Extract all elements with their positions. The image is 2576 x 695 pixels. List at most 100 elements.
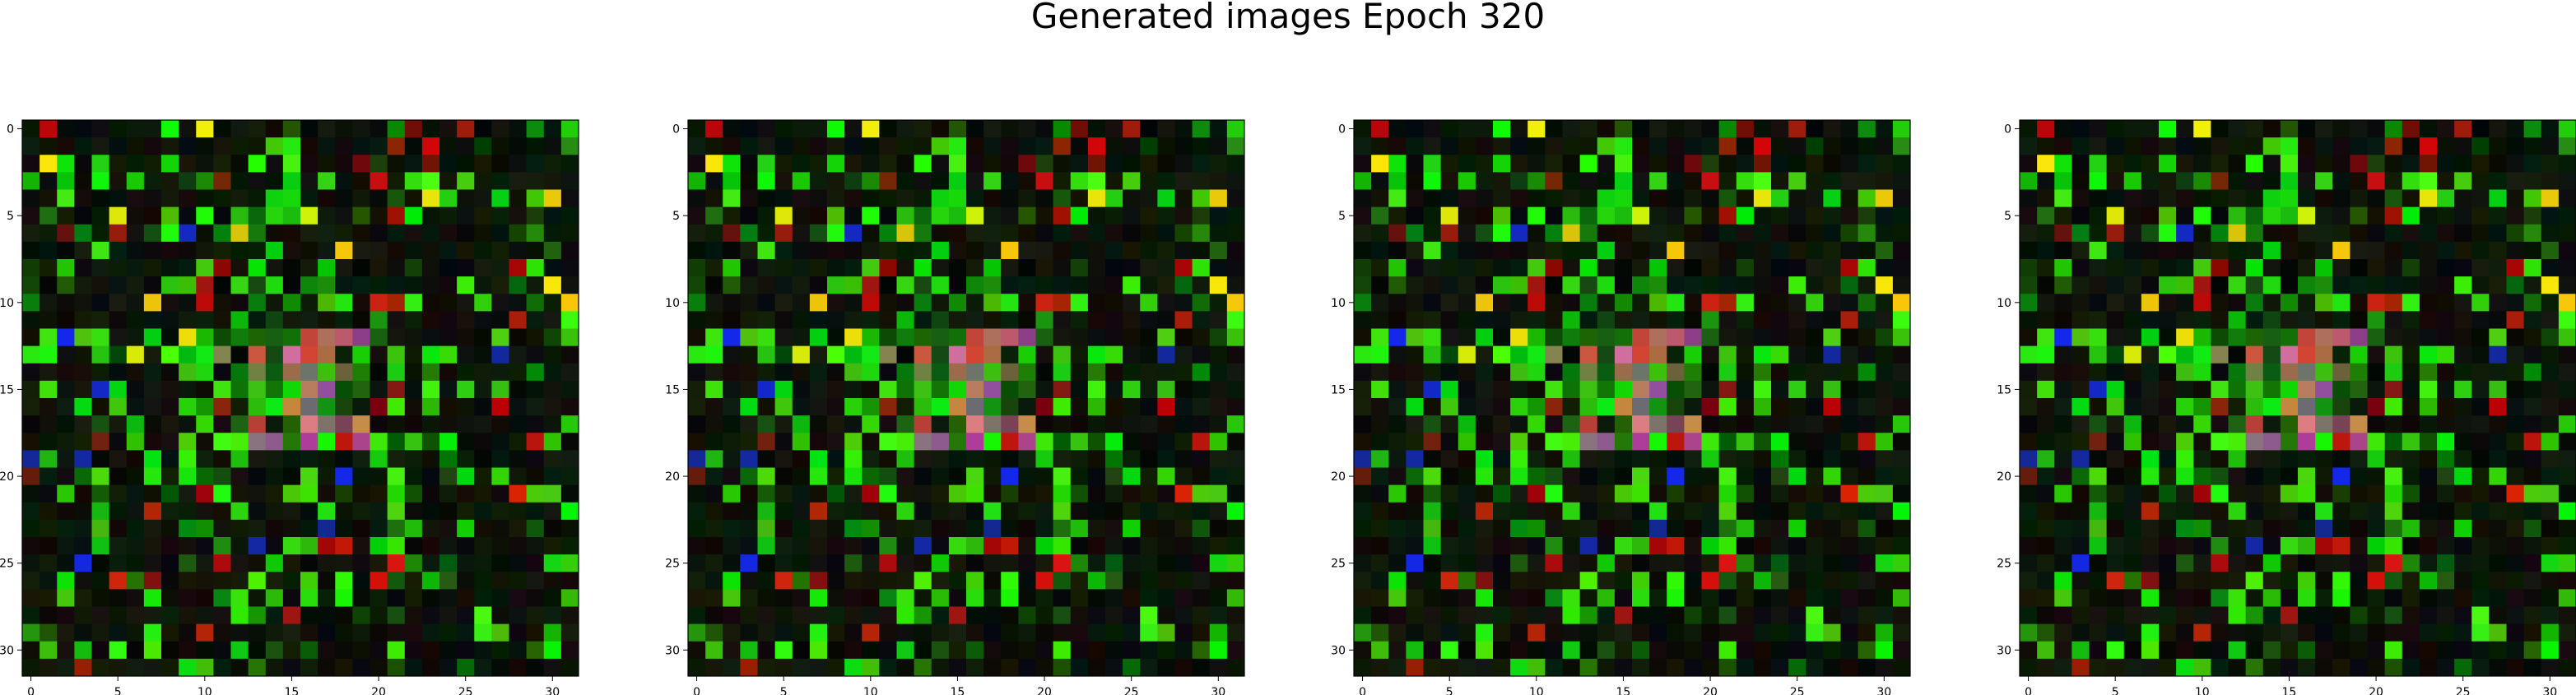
pixel (421, 623, 440, 642)
pixel (109, 155, 128, 173)
pixel (543, 311, 562, 329)
pixel (91, 519, 110, 538)
pixel (2211, 623, 2229, 642)
pixel (2159, 398, 2177, 416)
pixel (2367, 554, 2386, 572)
pixel (230, 328, 249, 347)
pixel (370, 172, 388, 190)
pixel (300, 155, 319, 173)
pixel (2211, 241, 2229, 260)
pixel (196, 120, 214, 138)
pixel (439, 398, 458, 416)
pixel (2262, 345, 2281, 364)
pixel (22, 155, 40, 173)
pixel (282, 554, 301, 572)
pixel (161, 484, 179, 503)
pixel (2558, 641, 2576, 660)
pixel (2489, 328, 2507, 347)
pixel (213, 658, 231, 677)
pixel (2106, 433, 2125, 451)
pixel (2054, 311, 2072, 329)
pixel (2419, 537, 2438, 555)
pixel (2558, 172, 2576, 190)
pixel (2541, 206, 2560, 225)
pixel (2541, 294, 2560, 312)
pixel (126, 311, 145, 329)
pixel (335, 294, 353, 312)
pixel (2402, 224, 2420, 243)
pixel (2454, 415, 2472, 433)
pixel (705, 155, 723, 173)
pixel (1053, 189, 1072, 208)
pixel (1087, 120, 1106, 138)
pixel (2228, 241, 2247, 260)
pixel (2367, 641, 2386, 660)
pixel (335, 206, 353, 225)
pixel (91, 294, 110, 312)
pixel (543, 155, 562, 173)
pixel (757, 137, 776, 155)
pixel (983, 120, 1002, 138)
pixel (196, 345, 214, 364)
pixel (2071, 415, 2090, 433)
pixel (74, 554, 92, 572)
pixel (22, 606, 40, 625)
pixel (352, 398, 370, 416)
pixel (2071, 241, 2090, 260)
pixel (109, 276, 128, 294)
pixel (509, 502, 528, 521)
pixel (2489, 502, 2507, 521)
pixel (560, 276, 579, 294)
pixel (91, 658, 110, 677)
pixel (474, 276, 492, 294)
pixel (2367, 606, 2386, 625)
pixel (896, 172, 915, 190)
pixel (2384, 328, 2403, 347)
x-tick-label: 25 (458, 686, 473, 695)
pixel (2228, 172, 2247, 190)
pixel (143, 380, 162, 399)
pixel (421, 189, 440, 208)
pixel (40, 172, 58, 190)
pixel (421, 259, 440, 277)
pixel (22, 189, 40, 208)
pixel (2315, 345, 2333, 364)
pixel (213, 189, 231, 208)
pixel (2558, 206, 2576, 225)
pixel (2506, 606, 2525, 625)
pixel (57, 189, 75, 208)
pixel (1035, 206, 1054, 225)
pixel (526, 137, 545, 155)
pixel (300, 484, 319, 503)
pixel (2089, 380, 2108, 399)
pixel (2141, 155, 2160, 173)
pixel (213, 259, 231, 277)
pixel (2367, 572, 2386, 590)
pixel (387, 120, 406, 138)
pixel (2280, 363, 2299, 382)
pixel (2020, 276, 2038, 294)
pixel (213, 641, 231, 660)
pixel (179, 658, 197, 677)
pixel (179, 572, 197, 590)
pixel (491, 484, 509, 503)
pixel (439, 519, 458, 538)
pixel (22, 467, 40, 486)
pixel (2298, 276, 2316, 294)
pixel (335, 658, 353, 677)
pixel (2228, 623, 2247, 642)
pixel (2489, 294, 2507, 312)
pixel (213, 380, 231, 399)
pixel (2437, 328, 2455, 347)
pixel (948, 224, 967, 243)
pixel (2454, 554, 2472, 572)
pixel (543, 467, 562, 486)
pixel (2106, 311, 2125, 329)
pixel (1087, 137, 1106, 155)
pixel (439, 415, 458, 433)
pixel (2280, 589, 2299, 607)
pixel (421, 589, 440, 607)
pixel (2298, 606, 2316, 625)
pixel (509, 572, 528, 590)
